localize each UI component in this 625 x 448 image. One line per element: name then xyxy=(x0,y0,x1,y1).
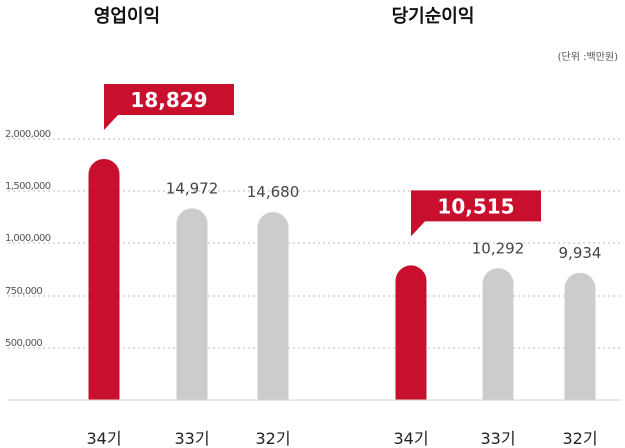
callout-box xyxy=(104,83,234,130)
category-label: 33기 xyxy=(480,429,515,448)
bar xyxy=(564,272,596,400)
y-tick-label: 1,000,000 xyxy=(5,233,51,244)
y-tick-label: 500,000 xyxy=(5,338,42,349)
bars-layer xyxy=(88,158,596,400)
data-label: 18,829 xyxy=(130,88,207,112)
value-callout: 10,515 xyxy=(411,190,541,237)
y-axis-ticks: 2,000,000 1,500,000 1,000,000 750,000 500,00… xyxy=(5,129,51,349)
y-tick-label: 750,000 xyxy=(5,286,42,297)
callout-box xyxy=(411,190,541,237)
bar-highlight xyxy=(395,265,427,400)
data-label: 14,680 xyxy=(247,183,300,201)
category-label: 34기 xyxy=(393,429,428,448)
category-label: 32기 xyxy=(562,429,597,448)
chart-title-net-income: 당기순이익 xyxy=(392,6,475,27)
unit-note: (단위 :백만원) xyxy=(558,50,618,63)
chart-title-operating-profit: 영업이익 xyxy=(94,6,160,27)
category-label: 32기 xyxy=(255,429,290,448)
bar xyxy=(257,212,289,400)
data-label: 10,515 xyxy=(437,194,514,218)
data-label: 9,934 xyxy=(559,244,602,262)
data-label: 10,292 xyxy=(472,239,525,257)
y-tick-label: 1,500,000 xyxy=(5,181,51,192)
bar xyxy=(176,208,208,400)
value-callout: 18,829 xyxy=(104,83,234,130)
y-tick-label: 2,000,000 xyxy=(5,129,51,140)
category-label: 34기 xyxy=(86,429,121,448)
bar-highlight xyxy=(88,158,120,400)
category-label: 33기 xyxy=(174,429,209,448)
data-label: 14,972 xyxy=(166,179,219,197)
bar xyxy=(482,268,514,400)
